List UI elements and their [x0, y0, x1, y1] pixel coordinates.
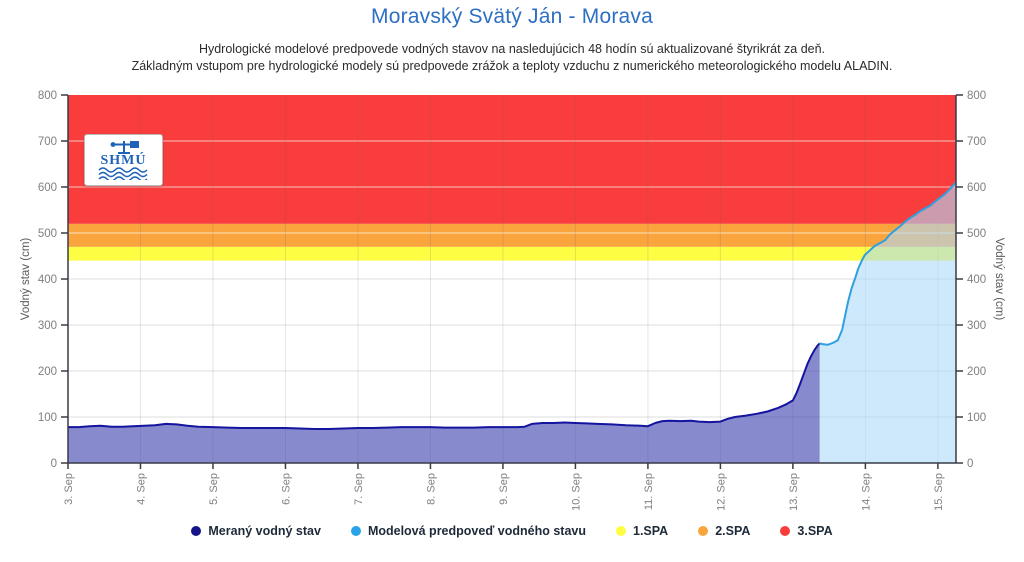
shmu-logo-waves-icon: [98, 167, 147, 180]
y-tick-label: 100: [38, 412, 57, 424]
x-tick-label: 7. Sep: [353, 473, 365, 505]
legend: Meraný vodný stav Modelová predpoveď vodn…: [0, 524, 1024, 538]
y-tick-label: 800: [38, 90, 57, 102]
subtitle-line-2: Základným vstupom pre hydrologické model…: [131, 59, 893, 73]
legend-label: Meraný vodný stav: [208, 524, 321, 538]
x-tick-label: 15. Sep: [933, 473, 945, 511]
y-tick-label: 800: [967, 90, 986, 102]
forecast-line: [819, 181, 957, 346]
shmu-logo: SHMÚ: [84, 134, 163, 186]
x-tick-label: 9. Sep: [498, 473, 510, 505]
legend-dot-icon: [191, 526, 202, 536]
y-tick-label: 200: [967, 366, 986, 378]
spa-band-2spa: [68, 223, 956, 247]
y-tick-label: 700: [967, 136, 986, 148]
forecast-area: [819, 182, 956, 463]
y-tick-label: 200: [38, 366, 57, 378]
legend-item: 3.SPA: [780, 524, 833, 538]
x-tick-label: 12. Sep: [715, 473, 727, 511]
x-tick-label: 14. Sep: [860, 473, 872, 511]
shmu-logo-text: SHMÚ: [100, 153, 147, 168]
y-tick-label: 700: [38, 136, 57, 148]
subtitle-line-1: Hydrologické modelové predpovede vodných…: [198, 42, 826, 56]
x-tick-label: 13. Sep: [788, 473, 800, 511]
y-tick-label: 600: [967, 182, 986, 194]
page-title: Moravský Svätý Ján - Morava: [371, 5, 653, 28]
y-tick-label: 400: [967, 274, 986, 286]
legend-item: Meraný vodný stav: [191, 524, 321, 538]
y-tick-label: 300: [38, 320, 57, 332]
spa-band-1spa: [68, 246, 956, 261]
measured-area: [68, 343, 820, 463]
legend-item: Modelová predpoveď vodného stavu: [350, 524, 586, 538]
y-tick-label: 600: [38, 182, 57, 194]
legend-item: 1.SPA: [616, 524, 668, 538]
y-axis-title-left: Vodný stav (cm): [20, 238, 32, 321]
x-tick-label: 11. Sep: [643, 473, 655, 510]
legend-dot-icon: [780, 526, 791, 536]
measured-line: [68, 342, 821, 430]
x-tick-label: 5. Sep: [208, 473, 220, 505]
chart-subtitle: Hydrologické modelové predpovede vodných…: [0, 41, 1024, 75]
legend-label: 3.SPA: [797, 524, 833, 538]
legend-item: 2.SPA: [698, 524, 750, 538]
y-tick-label: 400: [38, 274, 57, 286]
y-tick-label: 0: [51, 458, 57, 470]
legend-dot-icon: [350, 526, 361, 536]
x-tick-label: 10. Sep: [570, 473, 582, 511]
spa-band-3spa: [68, 95, 956, 224]
x-tick-label: 8. Sep: [425, 473, 437, 505]
x-tick-label: 4. Sep: [135, 473, 147, 505]
y-tick-label: 300: [967, 320, 986, 332]
legend-dot-icon: [616, 526, 626, 536]
legend-label: 2.SPA: [715, 524, 751, 538]
shmu-logo-vane-icon: [110, 141, 139, 154]
y-tick-label: 0: [967, 458, 973, 470]
legend-dot-icon: [698, 526, 709, 536]
legend-label: 1.SPA: [633, 524, 669, 538]
y-tick-label: 500: [38, 228, 57, 240]
x-tick-label: 6. Sep: [280, 473, 292, 505]
y-tick-label: 500: [967, 228, 986, 240]
legend-label: Modelová predpoveď vodného stavu: [367, 524, 586, 538]
hydrograph-chart: 0 0 100 100 200 200 300 300 400 400 500 500 600 600 70…: [20, 90, 1005, 511]
x-tick-label: 3. Sep: [63, 473, 75, 505]
y-tick-label: 100: [967, 412, 986, 424]
y-axis-title-right: Vodný stav (cm): [993, 238, 1005, 321]
